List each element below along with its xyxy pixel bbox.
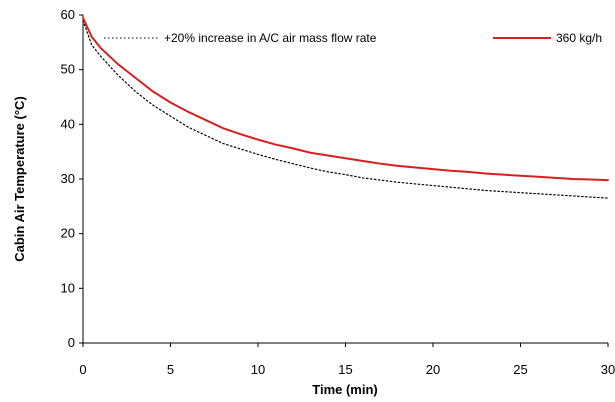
y-tick-label-20: 20: [61, 226, 75, 241]
y-axis-title: Cabin Air Temperature (°C): [12, 96, 27, 262]
x-tick-label-20: 20: [426, 362, 440, 377]
x-axis-title: Time (min): [312, 382, 378, 397]
legend: +20% increase in A/C air mass flow rate …: [104, 31, 602, 45]
x-tick-label-10: 10: [251, 362, 265, 377]
y-tick-label-50: 50: [61, 62, 75, 77]
x-tick-label-15: 15: [338, 362, 352, 377]
x-tick-label-25: 25: [513, 362, 527, 377]
y-tick-label-10: 10: [61, 280, 75, 295]
y-tick-label-0: 0: [68, 335, 75, 350]
ticks: 0 10 20 30 40 50 60 0 5 10 15 20 25 30: [61, 7, 615, 377]
y-tick-label-40: 40: [61, 116, 75, 131]
legend-label-series-2: 360 kg/h: [556, 31, 602, 45]
y-tick-label-60: 60: [61, 7, 75, 22]
series-line-increased-flow: [82, 19, 609, 199]
y-tick-label-30: 30: [61, 171, 75, 186]
series-line-360-kgh: [82, 16, 609, 182]
legend-label-series-1: +20% increase in A/C air mass flow rate: [164, 31, 377, 45]
x-tick-label-0: 0: [79, 362, 86, 377]
x-tick-label-30: 30: [601, 362, 615, 377]
x-tick-label-5: 5: [167, 362, 174, 377]
series-lines: [82, 16, 609, 199]
